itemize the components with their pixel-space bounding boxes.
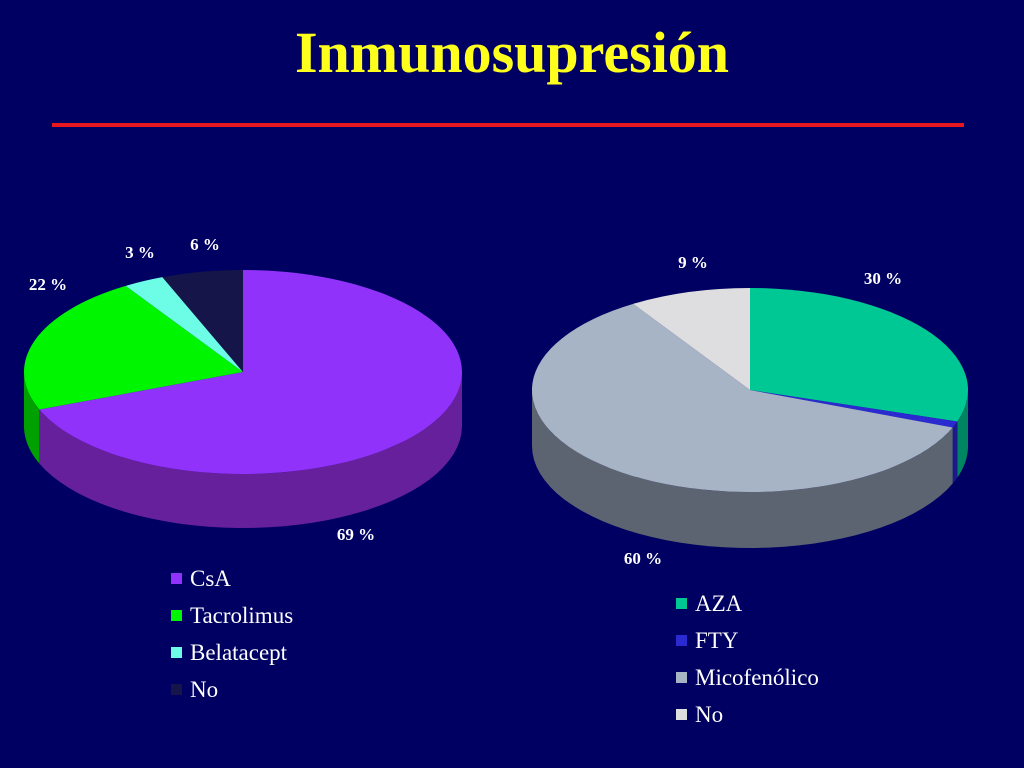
legend-label: FTY — [695, 627, 739, 653]
legend-swatch — [676, 635, 687, 646]
legend-item: No — [676, 696, 819, 733]
legend-swatch — [676, 709, 687, 720]
legend-item: Tacrolimus — [171, 597, 293, 634]
slide-title: Inmunosupresión — [294, 20, 730, 85]
legend-left: CsA Tacrolimus Belatacept No — [171, 560, 293, 708]
pie-chart-right: 30 % 60 % 9 % — [531, 253, 968, 568]
data-label: 69 % — [337, 525, 375, 544]
legend-swatch — [676, 672, 687, 683]
title-divider — [52, 123, 964, 127]
data-label: 6 % — [190, 235, 220, 254]
legend-swatch — [171, 573, 182, 584]
legend-label: No — [695, 701, 724, 727]
pie-slice-side — [532, 390, 953, 548]
legend-label: Micofenólico — [695, 664, 819, 690]
pie-slice-side — [39, 372, 462, 528]
legend-swatch — [676, 598, 687, 609]
pie-slice — [750, 288, 968, 422]
legend-swatch — [171, 647, 182, 658]
pie-slice-side — [957, 390, 968, 478]
legend-label: Belatacept — [190, 639, 288, 665]
pie-slice-side — [952, 421, 958, 484]
data-label: 3 % — [125, 243, 155, 262]
legend-item: AZA — [676, 585, 819, 622]
data-label: 60 % — [624, 549, 662, 568]
legend-right: AZA FTY Micofenólico No — [676, 585, 819, 733]
legend-label: No — [190, 676, 219, 702]
pie-slice — [750, 390, 958, 428]
legend-item: Belatacept — [171, 634, 293, 671]
legend-item: CsA — [171, 560, 293, 597]
legend-item: Micofenólico — [676, 659, 819, 696]
legend-label: Tacrolimus — [190, 602, 294, 628]
pie-slice — [162, 270, 243, 372]
pie-slice — [39, 270, 462, 474]
data-label: 9 % — [678, 253, 708, 272]
pie-slice — [125, 277, 243, 372]
legend-label: CsA — [190, 565, 231, 591]
pie-slice — [531, 303, 953, 493]
data-label: 22 % — [29, 275, 67, 294]
pie-slice-side — [24, 372, 40, 464]
pie-slice — [24, 285, 244, 410]
legend-item: No — [171, 671, 293, 708]
legend-item: FTY — [676, 622, 819, 659]
legend-swatch — [171, 610, 182, 621]
pie-chart-left: 69 % 22 % 3 % 6 % — [24, 235, 462, 544]
legend-label: AZA — [695, 590, 743, 616]
data-label: 30 % — [864, 269, 902, 288]
pie-slice — [633, 288, 750, 390]
legend-swatch — [171, 684, 182, 695]
